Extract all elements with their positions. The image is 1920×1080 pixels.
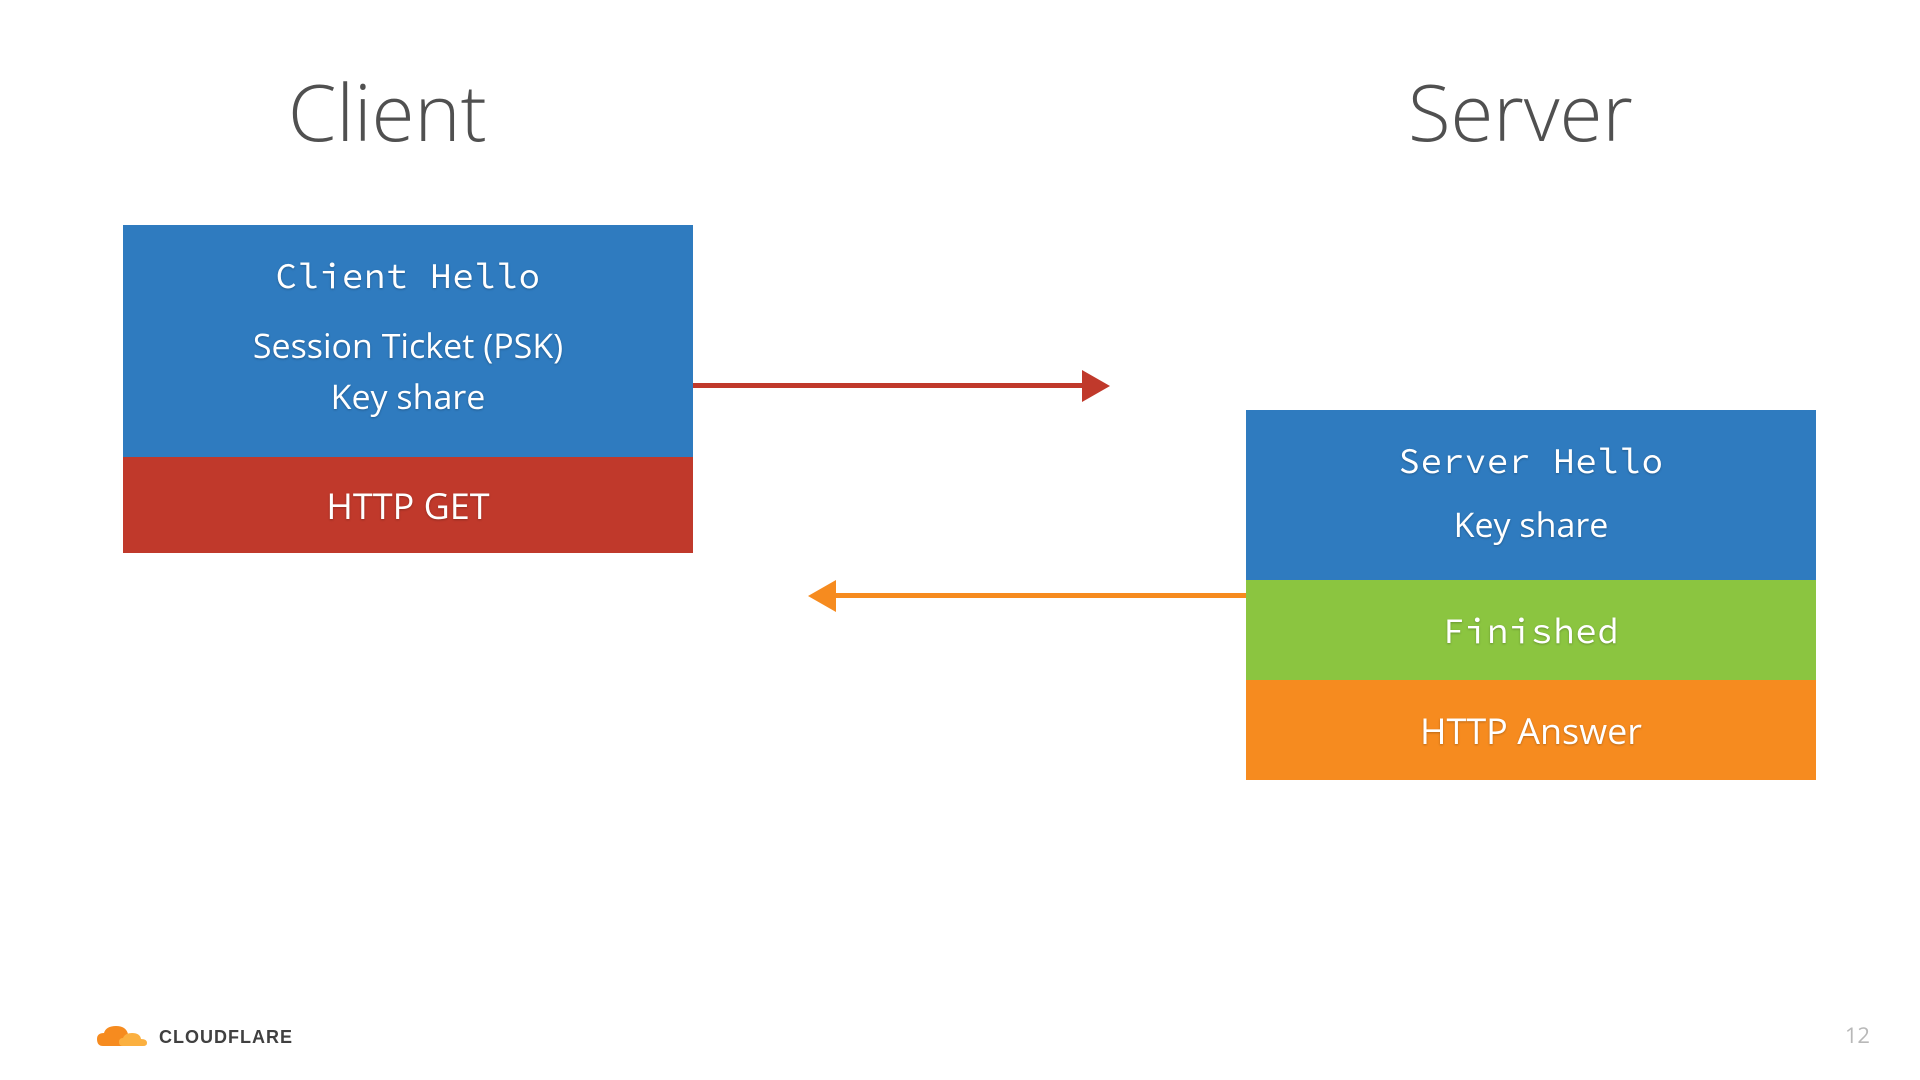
cloud-icon: [95, 1022, 151, 1052]
page-number: 12: [1845, 1020, 1870, 1050]
client-http-label: HTTP GET: [326, 481, 489, 530]
client-hello-line1: Session Ticket (PSK): [123, 320, 693, 371]
server-hello-title: Server Hello: [1246, 438, 1816, 483]
server-finished-box: Finished: [1246, 580, 1816, 680]
client-heading: Client: [288, 58, 487, 164]
client-hello-line2: Key share: [123, 371, 693, 422]
arrow-to-server-head: [1082, 370, 1110, 402]
arrow-to-server-line: [693, 383, 1087, 388]
server-finished-label: Finished: [1443, 608, 1620, 653]
client-hello-title: Client Hello: [123, 253, 693, 298]
server-heading: Server: [1408, 58, 1633, 164]
client-http-box: HTTP GET: [123, 457, 693, 553]
arrow-to-client-line: [832, 593, 1246, 598]
cloudflare-logo-text: CLOUDFLARE: [159, 1027, 293, 1048]
client-hello-box: Client Hello Session Ticket (PSK) Key sh…: [123, 225, 693, 457]
server-answer-box: HTTP Answer: [1246, 680, 1816, 780]
server-hello-box: Server Hello Key share: [1246, 410, 1816, 580]
cloudflare-logo: CLOUDFLARE: [95, 1022, 293, 1052]
server-answer-label: HTTP Answer: [1420, 706, 1642, 755]
arrow-to-client-head: [808, 580, 836, 612]
server-hello-line1: Key share: [1246, 501, 1816, 547]
